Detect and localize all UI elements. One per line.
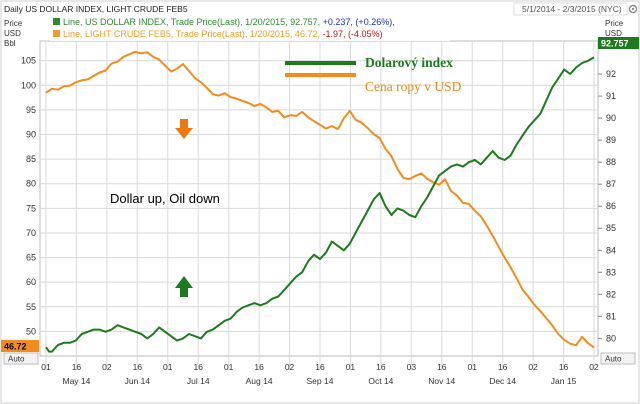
key-label-oil: Cena ropy v USD bbox=[365, 79, 462, 94]
right-tick-label: 92 bbox=[606, 69, 616, 79]
right-axis: 80 81 82 83 84 85 86 87 88 89 90 91 92 bbox=[598, 69, 616, 343]
x-tick-label: 16 bbox=[72, 362, 82, 372]
x-tick-label: 16 bbox=[376, 362, 386, 372]
left-tick-label: 85 bbox=[26, 154, 36, 164]
left-tick-label: 55 bbox=[26, 302, 36, 312]
legend-dollar-change: +0.237, (+0.26%), bbox=[323, 17, 395, 27]
auto-button-left-label: Auto bbox=[8, 355, 25, 364]
x-axis: 01 16 02 16 01 16 01 16 02 16 01 16 03 16 01 16 02 16 02 Ma… bbox=[41, 362, 599, 386]
left-axis-title: Price USD Bbl bbox=[4, 19, 23, 48]
legend-oil-prefix: Line, LIGHT CRUDE FEB5, Trade Price(Last… bbox=[63, 29, 320, 39]
left-axis: 50 55 60 65 70 75 80 85 90 95 100 105 bbox=[21, 56, 36, 337]
right-tick-label: 85 bbox=[606, 223, 616, 233]
left-axis-title-line-2: USD bbox=[4, 29, 21, 38]
x-tick-label: 01 bbox=[41, 362, 51, 372]
x-month-label: May 14 bbox=[63, 376, 91, 386]
up-arrow-icon bbox=[175, 276, 193, 297]
right-tick-label: 83 bbox=[606, 267, 616, 277]
x-tick-label: 01 bbox=[163, 362, 173, 372]
left-tick-label: 105 bbox=[21, 56, 36, 66]
x-tick-label: 01 bbox=[224, 362, 234, 372]
left-tick-label: 70 bbox=[26, 228, 36, 238]
auto-button-left-bg[interactable] bbox=[3, 352, 39, 365]
legend-dollar-prefix: Line, US DOLLAR INDEX, Trade Price(Last)… bbox=[63, 17, 320, 27]
x-tick-label: 16 bbox=[559, 362, 569, 372]
x-tick-label: 16 bbox=[193, 362, 203, 372]
x-tick-label: 02 bbox=[102, 362, 112, 372]
x-month-label: Sep 14 bbox=[307, 376, 334, 386]
left-tick-label: 100 bbox=[21, 80, 36, 90]
legend-box bbox=[50, 15, 450, 41]
x-tick-label: 02 bbox=[528, 362, 538, 372]
center-annotation: Dollar up, Oil down bbox=[110, 191, 220, 206]
x-tick-label: 01 bbox=[467, 362, 477, 372]
legend-swatch-oil bbox=[53, 30, 60, 37]
x-month-label: Nov 14 bbox=[428, 376, 455, 386]
grid-lines bbox=[40, 41, 598, 370]
x-tick-label: 16 bbox=[498, 362, 508, 372]
x-tick-label: 16 bbox=[437, 362, 447, 372]
right-tick-label: 89 bbox=[606, 135, 616, 145]
date-range: 5/1/2014 - 2/3/2015 (NYC) bbox=[522, 4, 622, 14]
chart-title: Daily US DOLLAR INDEX, LIGHT CRUDE FEB5 bbox=[4, 4, 188, 14]
legend-oil: Line, LIGHT CRUDE FEB5, Trade Price(Last… bbox=[63, 29, 383, 39]
left-axis-title-line-1: Price bbox=[4, 19, 23, 28]
right-tick-label: 91 bbox=[606, 91, 616, 101]
left-tick-label: 50 bbox=[26, 326, 36, 336]
key-label-dollar: Dolarový index bbox=[365, 55, 453, 70]
auto-button-right[interactable]: Auto bbox=[600, 352, 636, 365]
left-axis-title-line-3: Bbl bbox=[4, 39, 16, 48]
x-month-label: Jul 14 bbox=[187, 376, 210, 386]
x-month-label: Jan 15 bbox=[551, 376, 577, 386]
auto-button-right-bg[interactable] bbox=[600, 352, 636, 365]
date-range-box bbox=[513, 2, 628, 16]
left-tick-label: 90 bbox=[26, 130, 36, 140]
dollar-last-tag bbox=[598, 37, 639, 49]
right-tick-label: 80 bbox=[606, 333, 616, 343]
x-tick-label: 02 bbox=[589, 362, 599, 372]
x-month-label: Jun 14 bbox=[125, 376, 151, 386]
right-tick-label: 82 bbox=[606, 289, 616, 299]
series-line-dollar bbox=[45, 56, 595, 353]
legend-swatch-dollar bbox=[53, 18, 60, 25]
left-tick-label: 65 bbox=[26, 253, 36, 263]
right-tick-label: 90 bbox=[606, 113, 616, 123]
x-tick-label: 16 bbox=[254, 362, 264, 372]
series-line-oil bbox=[45, 50, 595, 349]
legend-dollar: Line, US DOLLAR INDEX, Trade Price(Last)… bbox=[63, 17, 395, 27]
right-tick-label: 86 bbox=[606, 201, 616, 211]
x-month-label: Oct 14 bbox=[368, 376, 393, 386]
settings-icon[interactable] bbox=[628, 4, 638, 14]
x-tick-label: 16 bbox=[315, 362, 325, 372]
left-tick-label: 60 bbox=[26, 277, 36, 287]
left-tick-label: 75 bbox=[26, 203, 36, 213]
auto-button-right-label: Auto bbox=[605, 355, 622, 364]
down-arrow-icon bbox=[175, 119, 193, 139]
x-month-label: Dec 14 bbox=[489, 376, 516, 386]
oil-last-value: 46.72 bbox=[4, 342, 27, 352]
left-tick-label: 95 bbox=[26, 105, 36, 115]
dollar-last-value: 92.757 bbox=[601, 39, 629, 49]
x-tick-label: 03 bbox=[407, 362, 417, 372]
oil-last-tag bbox=[1, 340, 39, 352]
auto-button-left[interactable]: Auto bbox=[3, 352, 39, 365]
x-tick-label: 01 bbox=[346, 362, 356, 372]
right-axis-title: Price USD bbox=[605, 19, 624, 38]
right-axis-title-line-1: Price bbox=[605, 19, 624, 28]
right-axis-title-line-2: USD bbox=[605, 29, 622, 38]
right-tick-label: 81 bbox=[606, 311, 616, 321]
legend-oil-change: -1.97, (-4.05%) bbox=[322, 29, 382, 39]
x-month-label: Aug 14 bbox=[246, 376, 273, 386]
left-tick-label: 80 bbox=[26, 179, 36, 189]
x-tick-label: 16 bbox=[133, 362, 143, 372]
right-tick-label: 87 bbox=[606, 179, 616, 189]
right-tick-label: 84 bbox=[606, 245, 616, 255]
right-tick-label: 88 bbox=[606, 157, 616, 167]
x-tick-label: 02 bbox=[285, 362, 295, 372]
